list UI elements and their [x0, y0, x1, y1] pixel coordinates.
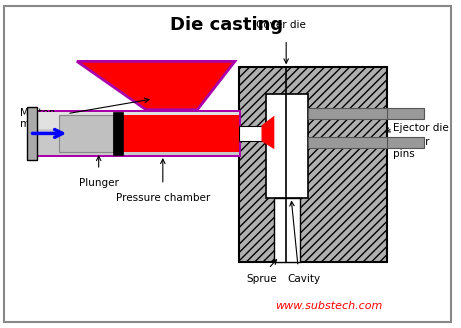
Bar: [33, 110, 241, 157]
Bar: [113, 112, 124, 155]
Bar: [387, 137, 424, 148]
Text: Ejector die: Ejector die: [393, 123, 449, 133]
Text: www.substech.com: www.substech.com: [276, 301, 383, 311]
Text: Die casting: Die casting: [171, 16, 284, 34]
Bar: [27, 107, 36, 160]
Text: Sprue: Sprue: [246, 275, 277, 284]
Polygon shape: [77, 61, 235, 110]
Bar: [266, 94, 308, 197]
Bar: [308, 108, 387, 119]
Text: Cover die: Cover die: [256, 20, 306, 30]
Text: Cavity: Cavity: [287, 275, 320, 284]
Bar: [59, 115, 113, 152]
Text: Ejector
pins: Ejector pins: [393, 137, 429, 159]
Bar: [124, 115, 239, 152]
Text: Molten
metal: Molten metal: [20, 108, 55, 130]
Polygon shape: [261, 116, 274, 149]
Bar: [308, 137, 387, 148]
Bar: [387, 108, 424, 119]
Bar: [35, 112, 239, 130]
Bar: [274, 197, 300, 262]
Bar: [35, 112, 239, 155]
Text: Pressure chamber: Pressure chamber: [116, 193, 210, 203]
Text: Plunger: Plunger: [79, 178, 118, 188]
Bar: [239, 67, 387, 262]
Bar: [239, 126, 266, 141]
